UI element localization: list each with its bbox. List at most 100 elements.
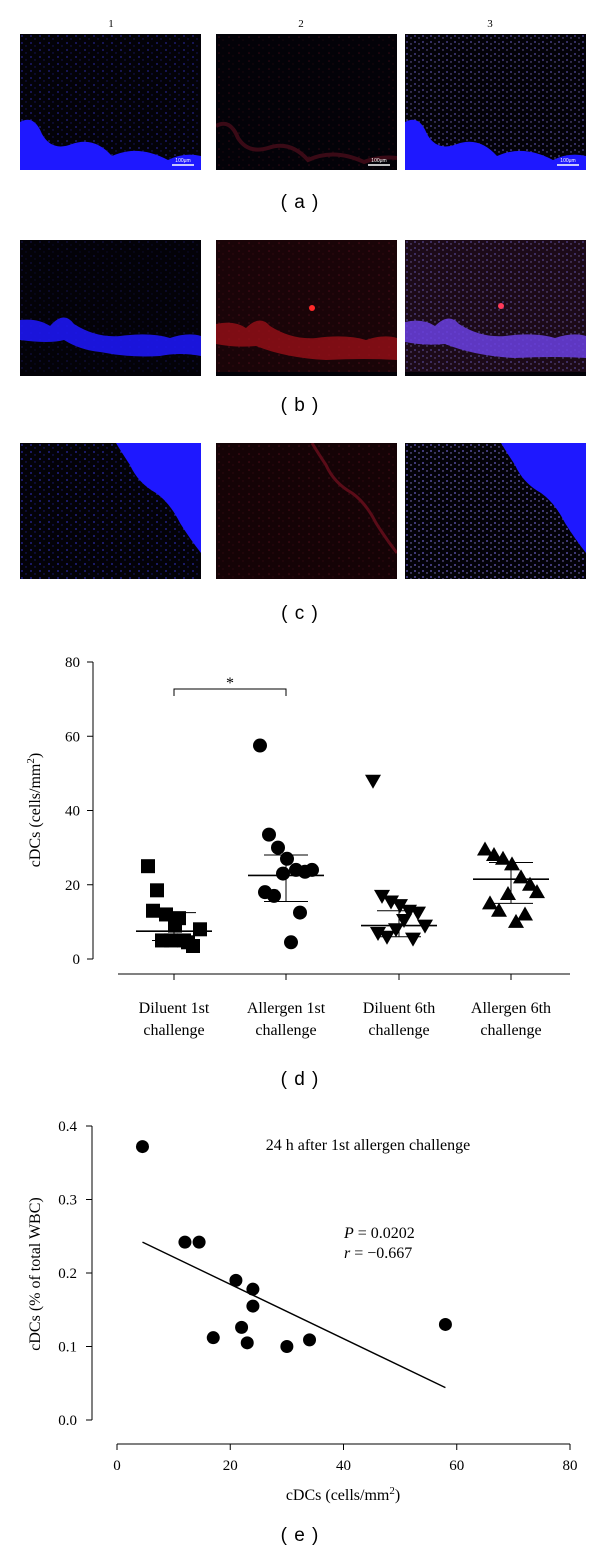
column-label-2: 2: [298, 18, 304, 30]
y-tick-label-d: 0: [73, 952, 81, 968]
x-axis-label-e-tail: ): [395, 1487, 400, 1504]
data-point-triangle-up: [517, 906, 533, 921]
data-point-circle: [276, 866, 290, 881]
micrograph-c1: [20, 443, 201, 579]
data-point-e: [235, 1320, 249, 1334]
y-axis-label-e: cDCs (% of total WBC): [27, 1197, 44, 1350]
y-tick-label-e: 0.4: [58, 1119, 77, 1135]
micrograph-a1: 100μm: [20, 34, 201, 170]
data-point-square: [141, 859, 155, 874]
panel-label-b: ( b ): [280, 395, 320, 416]
x-tick-label-e: 60: [449, 1458, 464, 1474]
x-tick-label-d: Diluent 1st: [139, 1000, 210, 1017]
data-point-circle: [262, 827, 276, 842]
data-point-triangle-up: [486, 847, 502, 862]
x-tick-label-e: 80: [563, 1458, 578, 1474]
y-axis-label-d-sup: 2: [25, 758, 37, 764]
data-point-square: [172, 911, 186, 926]
data-point-triangle-down: [410, 906, 426, 921]
data-point-triangle-down: [383, 895, 399, 910]
data-point-triangle-up: [504, 856, 520, 871]
chart-d: cDCs (cells/mm2) 0 20 40 60 80 Diluent 1st ch…: [25, 655, 570, 1039]
data-point-circle: [253, 738, 267, 753]
panel-label-a: ( a ): [280, 192, 320, 213]
scale-bar-label: 100μm: [175, 158, 190, 164]
panel-label-d: ( d ): [280, 1069, 320, 1090]
x-tick-label-d: challenge: [480, 1022, 541, 1039]
y-axis-label-d-main: cDCs (cells/mm: [27, 763, 44, 867]
significance-label: *: [226, 675, 234, 692]
data-point-triangle-up: [522, 876, 538, 891]
data-point-triangle-down: [405, 932, 421, 947]
p-label: P: [343, 1225, 354, 1242]
x-tick-label-d: Allergen 1st: [247, 1000, 326, 1017]
micrograph-a3: 100μm: [405, 34, 586, 170]
data-point-e: [438, 1317, 452, 1331]
annotation-e: 24 h after 1st allergen challenge: [266, 1137, 471, 1154]
y-tick-label-d: 60: [65, 729, 80, 745]
micrograph-a2: 100μm: [216, 34, 397, 170]
data-point-e: [135, 1140, 149, 1154]
x-tick-label-e: 20: [223, 1458, 238, 1474]
x-tick-label-d: challenge: [143, 1022, 204, 1039]
data-point-e: [246, 1299, 260, 1313]
data-point-triangle-up: [477, 841, 493, 856]
data-point-triangle-down: [388, 923, 404, 938]
y-axis-label-d-tail: ): [27, 753, 44, 758]
data-point-triangle-up: [513, 869, 529, 884]
data-point-e: [206, 1331, 220, 1345]
data-point-circle: [267, 888, 281, 903]
x-tick-label-d: challenge: [368, 1022, 429, 1039]
micrograph-b2: [216, 240, 397, 376]
data-point-e: [192, 1235, 206, 1249]
data-point-triangle-up: [495, 850, 511, 865]
data-point-circle: [271, 840, 285, 855]
data-point-circle: [284, 935, 298, 950]
data-point-triangle-up: [529, 884, 545, 899]
data-point-e: [246, 1282, 260, 1296]
data-point-triangle-down: [379, 930, 395, 945]
r-value-e: r = −0.667: [344, 1245, 412, 1262]
y-axis-label-d: cDCs (cells/mm2): [25, 753, 44, 867]
y-tick-label-e: 0.3: [58, 1193, 77, 1209]
data-point-e: [229, 1273, 243, 1287]
data-point-triangle-down: [392, 899, 408, 914]
x-tick-label-d: Allergen 6th: [471, 1000, 551, 1017]
micrograph-c2: [216, 443, 397, 579]
y-tick-label-d: 20: [65, 878, 80, 894]
data-point-e: [240, 1336, 254, 1350]
micrograph-b3: [405, 240, 586, 376]
data-point-triangle-up: [500, 886, 516, 901]
scale-bar-label: 100μm: [371, 158, 386, 164]
data-point-triangle-up: [491, 902, 507, 917]
data-point-square: [159, 907, 173, 922]
fit-line: [142, 1241, 446, 1389]
data-point-triangle-down: [396, 914, 412, 929]
data-point-e: [280, 1340, 294, 1353]
data-point-e: [303, 1333, 317, 1347]
chart-e: cDCs (% of total WBC) cDCs (cells/mm2) 2…: [27, 1119, 578, 1504]
r-label: r: [344, 1245, 351, 1262]
y-tick-label-e: 0.1: [58, 1340, 77, 1356]
data-point-triangle-up: [508, 913, 524, 928]
data-point-triangle-down: [370, 927, 386, 942]
data-point-circle: [293, 905, 307, 920]
p-value: = 0.0202: [358, 1225, 415, 1242]
data-point-triangle-up: [482, 895, 498, 910]
y-tick-label-e: 0.2: [58, 1266, 77, 1282]
data-point-circle: [280, 851, 294, 866]
data-point-e: [178, 1235, 192, 1249]
y-tick-label-d: 80: [65, 655, 80, 671]
data-point-square: [193, 922, 207, 937]
significance-bracket: [173, 688, 287, 696]
data-point-square: [146, 903, 160, 918]
x-tick-label-d: challenge: [255, 1022, 316, 1039]
x-axis-label-e-main: cDCs (cells/mm: [286, 1487, 390, 1504]
x-axis-label-e: cDCs (cells/mm2): [286, 1485, 400, 1504]
y-tick-label-e: 0.0: [58, 1413, 77, 1429]
data-point-square: [150, 883, 164, 898]
data-point-square: [181, 935, 195, 950]
data-point-triangle-down: [417, 919, 433, 934]
micrograph-c3: [405, 443, 586, 579]
data-point-triangle-down: [365, 774, 381, 789]
